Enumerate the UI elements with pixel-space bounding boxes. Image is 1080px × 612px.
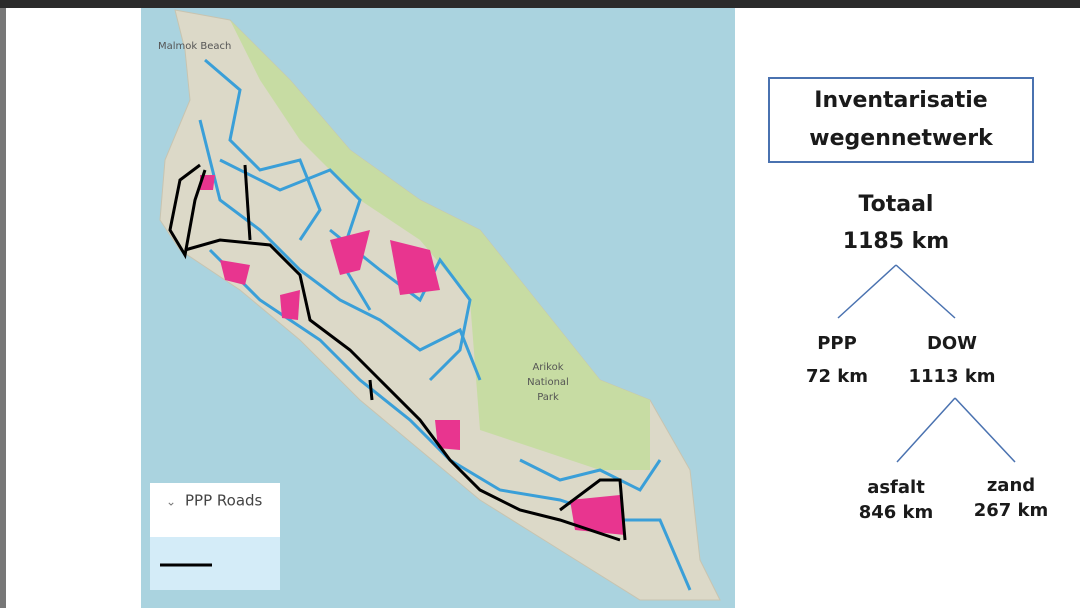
total-label: Totaal — [859, 192, 934, 217]
node-value: 846 km — [859, 502, 934, 523]
node-value: 267 km — [974, 500, 1049, 521]
node-value: 1113 km — [908, 366, 995, 387]
road — [559, 478, 627, 541]
map: Malmok Beach Arikok National Park ⌄ PPP … — [141, 8, 735, 608]
node-label: DOW — [927, 333, 977, 354]
legend-title: PPP Roads — [185, 492, 263, 510]
title: Inventarisatie — [814, 88, 987, 113]
branch — [954, 397, 1016, 463]
road — [204, 58, 322, 241]
road — [329, 228, 472, 382]
summary: Inventarisatie wegennetwerk Totaal 1185 … — [768, 77, 1049, 523]
title-box — [768, 77, 1034, 163]
node-label: PPP — [817, 333, 857, 354]
road — [368, 379, 374, 401]
area — [280, 290, 300, 320]
top-bar — [0, 0, 1080, 8]
area — [390, 240, 440, 295]
ppp-areas — [200, 175, 625, 535]
tree-lines — [837, 264, 1016, 463]
park — [230, 20, 650, 470]
legend — [150, 483, 280, 537]
map-label: Malmok Beach — [158, 41, 231, 52]
area — [570, 495, 625, 535]
road — [168, 163, 207, 260]
total-value: 1185 km — [843, 229, 949, 254]
map-label: Park — [537, 392, 559, 403]
node-label: zand — [987, 475, 1035, 496]
area — [220, 260, 250, 285]
title: wegennetwerk — [809, 126, 994, 151]
road — [184, 238, 621, 542]
branch — [896, 397, 956, 463]
ppp-roads — [168, 163, 627, 542]
branch — [895, 264, 956, 319]
side-bar — [0, 8, 6, 608]
map-label: Arikok — [532, 362, 563, 373]
node-value: 72 km — [806, 366, 868, 387]
branch — [837, 264, 897, 319]
node-label: asfalt — [867, 477, 925, 498]
road — [243, 164, 252, 241]
legend-toggle[interactable]: ⌄ — [166, 495, 176, 509]
area — [435, 420, 460, 450]
area — [200, 175, 215, 190]
area — [330, 230, 370, 275]
road — [519, 458, 662, 492]
map-label: National — [527, 377, 569, 388]
road — [198, 119, 482, 381]
